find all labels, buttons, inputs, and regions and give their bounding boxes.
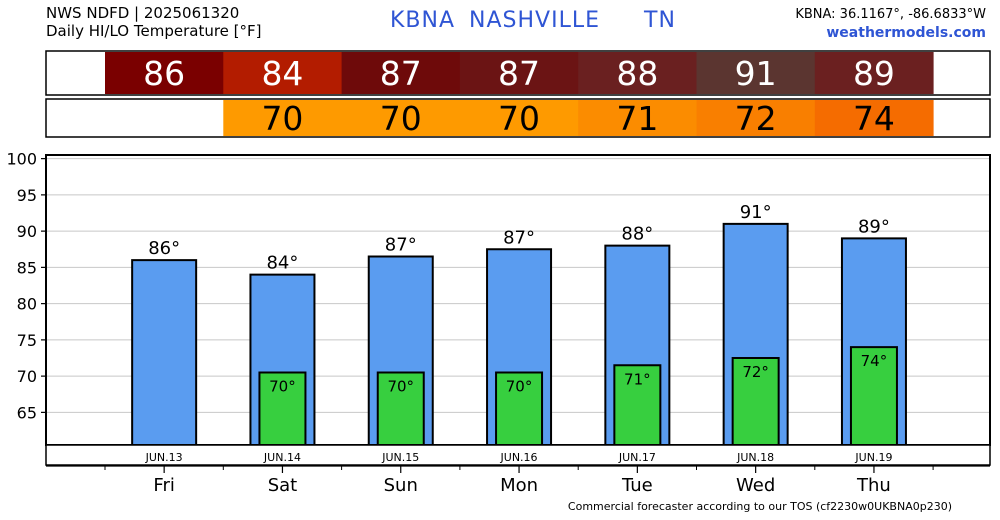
footer-note: Commercial forecaster according to our T… (567, 500, 952, 513)
y-tick-label: 85 (17, 258, 37, 277)
high-row-value: 88 (616, 54, 658, 93)
high-row-cell (459, 52, 579, 94)
header-right: KBNA: 36.1167°, -86.6833°W weathermodels… (795, 6, 986, 42)
x-tick-label: Fri (153, 475, 174, 496)
low-bar-label: 74° (861, 352, 888, 370)
high-row-value: 84 (261, 54, 303, 93)
low-bar (849, 346, 898, 446)
high-row-cell (578, 52, 697, 94)
date-label: JUN.14 (263, 451, 301, 464)
station-state: TN (644, 8, 676, 33)
date-label: JUN.16 (500, 451, 538, 464)
low-bar (613, 364, 662, 446)
station-name: NASHVILLE (469, 8, 600, 33)
high-row-value: 87 (498, 54, 540, 93)
date-label: JUN.18 (736, 451, 774, 464)
high-bar-label: 88° (621, 224, 653, 245)
low-row-cell (696, 100, 816, 136)
x-tick-label: Sat (268, 475, 298, 496)
low-row-cell (578, 100, 697, 136)
date-axis-box (45, 444, 991, 466)
y-tick-label: 95 (17, 186, 37, 205)
low-row-value: 72 (735, 99, 777, 138)
date-label: JUN.19 (854, 451, 892, 464)
site-link[interactable]: weathermodels.com (826, 25, 986, 41)
high-row-value: 86 (143, 54, 185, 93)
high-row-cell (105, 52, 224, 94)
x-tick-label: Sun (384, 475, 418, 496)
high-bar-label: 86° (148, 238, 180, 259)
station-title: KBNA NASHVILLE TN (390, 8, 720, 33)
low-bar-label: 70° (506, 378, 533, 396)
low-row-cell (459, 100, 579, 136)
y-tick-label: 65 (17, 403, 37, 422)
high-bar-label: 87° (503, 227, 535, 248)
low-row-value: 71 (616, 99, 658, 138)
high-bar-label: 91° (740, 202, 772, 223)
date-label: JUN.13 (145, 451, 183, 464)
low-row-value: 70 (498, 99, 540, 138)
high-row-cell (814, 52, 934, 94)
low-row-value: 70 (261, 99, 303, 138)
station-coords: KBNA: 36.1167°, -86.6833°W (795, 7, 986, 22)
low-row-cell (814, 100, 934, 136)
chart-subtitle: Daily HI/LO Temperature [°F] (46, 22, 262, 40)
low-row-cell (341, 100, 461, 136)
low-bar (376, 371, 425, 446)
high-bar-label: 84° (266, 253, 298, 274)
low-bar-label: 72° (742, 363, 769, 381)
low-bar (258, 371, 307, 446)
y-tick-label: 100 (6, 150, 37, 169)
y-tick-label: 80 (17, 295, 37, 314)
high-row-value: 87 (380, 54, 422, 93)
date-label: JUN.17 (618, 451, 656, 464)
high-row-cell (341, 52, 461, 94)
high-bar-label: 89° (858, 216, 890, 237)
y-tick-label: 70 (17, 367, 37, 386)
low-row-value: 74 (853, 99, 895, 138)
header-left: NWS NDFD | 2025061320 Daily HI/LO Temper… (46, 4, 262, 40)
high-row-cell (223, 52, 343, 94)
date-label: JUN.15 (381, 451, 419, 464)
y-tick-label: 90 (17, 222, 37, 241)
high-row-value: 91 (735, 54, 777, 93)
low-row-cell (223, 100, 343, 136)
low-bar-label: 70° (269, 378, 296, 396)
high-row-cell (696, 52, 816, 94)
x-tick-label: Wed (736, 475, 775, 496)
x-tick-label: Thu (856, 475, 891, 496)
low-bar (495, 371, 544, 446)
low-bar-label: 71° (624, 370, 651, 388)
y-tick-label: 75 (17, 331, 37, 350)
high-bar (131, 259, 198, 446)
high-row-value: 89 (853, 54, 895, 93)
low-bar-label: 70° (387, 378, 414, 396)
high-bar-label: 87° (385, 235, 417, 256)
source-label: NWS NDFD | 2025061320 (46, 4, 240, 22)
station-code: KBNA (390, 8, 456, 33)
low-row-value: 70 (380, 99, 422, 138)
x-tick-label: Tue (621, 475, 653, 496)
x-tick-label: Mon (500, 475, 538, 496)
